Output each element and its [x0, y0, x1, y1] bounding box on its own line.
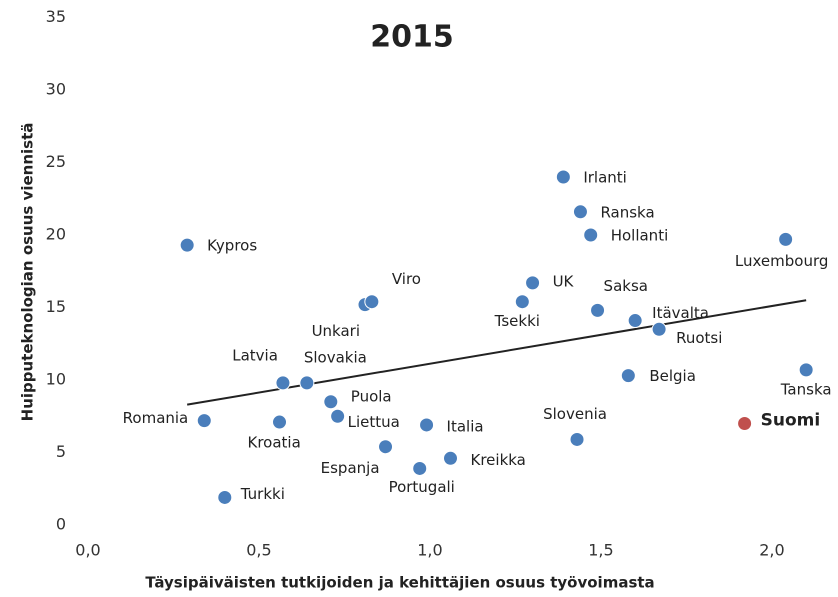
- data-point: [569, 431, 585, 447]
- data-point: [299, 375, 315, 391]
- y-tick-label: 35: [46, 7, 66, 26]
- x-tick-label: 0,0: [75, 541, 100, 560]
- y-tick-label: 30: [46, 80, 66, 99]
- data-point: [555, 169, 571, 185]
- data-point: [419, 417, 435, 433]
- data-point: [798, 362, 814, 378]
- data-point: [378, 439, 394, 455]
- y-axis-label: Huipputeknologian osuus viennistä: [19, 123, 37, 422]
- point-label: Latvia: [232, 346, 278, 364]
- data-point: [778, 231, 794, 247]
- data-point: [196, 413, 212, 429]
- y-tick-label: 10: [46, 370, 66, 389]
- data-point: [272, 414, 288, 430]
- x-tick-label: 2,0: [759, 541, 784, 560]
- point-label: Belgia: [649, 367, 696, 385]
- point-label: Italia: [447, 417, 484, 435]
- point-label: Tsekki: [494, 312, 540, 330]
- data-point: [364, 294, 380, 310]
- y-tick-label: 5: [56, 442, 66, 461]
- data-point: [443, 450, 458, 466]
- point-label: Ruotsi: [676, 329, 722, 347]
- point-label: Unkari: [312, 322, 360, 340]
- trendline: [187, 299, 807, 406]
- point-label: Suomi: [761, 411, 821, 431]
- x-tick-label: 1,5: [588, 541, 613, 560]
- data-point: [627, 313, 643, 329]
- data-point: [323, 394, 339, 410]
- x-tick-label: 0,5: [246, 541, 271, 560]
- data-point: [217, 489, 233, 505]
- point-label: Puola: [351, 387, 392, 405]
- y-tick-label: 0: [56, 515, 66, 534]
- point-label: Portugali: [389, 478, 455, 496]
- data-point: [514, 294, 530, 310]
- y-tick-label: 15: [46, 297, 66, 316]
- point-label: Romania: [123, 409, 189, 427]
- point-label: Irlanti: [583, 169, 627, 187]
- point-label: Liettua: [348, 413, 400, 431]
- point-label: Saksa: [604, 277, 648, 295]
- y-tick-label: 20: [46, 225, 66, 244]
- point-label: Ranska: [600, 203, 654, 221]
- point-label: Kypros: [207, 237, 257, 255]
- point-label: Turkki: [240, 485, 285, 503]
- data-point: [737, 416, 753, 431]
- point-label: Kreikka: [471, 451, 526, 469]
- data-point: [583, 227, 599, 243]
- data-point: [651, 321, 667, 337]
- data-point: [330, 408, 346, 424]
- y-tick-label: 25: [46, 152, 66, 171]
- data-point: [590, 302, 606, 318]
- point-label: Espanja: [321, 459, 380, 477]
- data-point: [412, 460, 428, 476]
- chart-title: 2015: [370, 20, 454, 55]
- point-label: Tanska: [780, 380, 832, 398]
- point-label: Viro: [392, 270, 421, 288]
- data-point: [275, 375, 291, 391]
- point-label: Itävalta: [652, 304, 709, 322]
- point-label: UK: [553, 272, 575, 290]
- x-axis-label: Täysipäiväisten tutkijoiden ja kehittäji…: [145, 574, 654, 592]
- point-label: Luxembourg: [735, 252, 829, 270]
- data-point: [572, 204, 588, 220]
- data-point: [179, 237, 195, 253]
- point-label: Kroatia: [248, 434, 301, 452]
- point-label: Hollanti: [611, 227, 669, 245]
- point-label: Slovenia: [543, 405, 607, 423]
- point-label: Slovakia: [304, 348, 367, 366]
- x-tick-label: 1,0: [417, 541, 442, 560]
- data-point: [525, 275, 541, 291]
- data-point: [620, 368, 636, 384]
